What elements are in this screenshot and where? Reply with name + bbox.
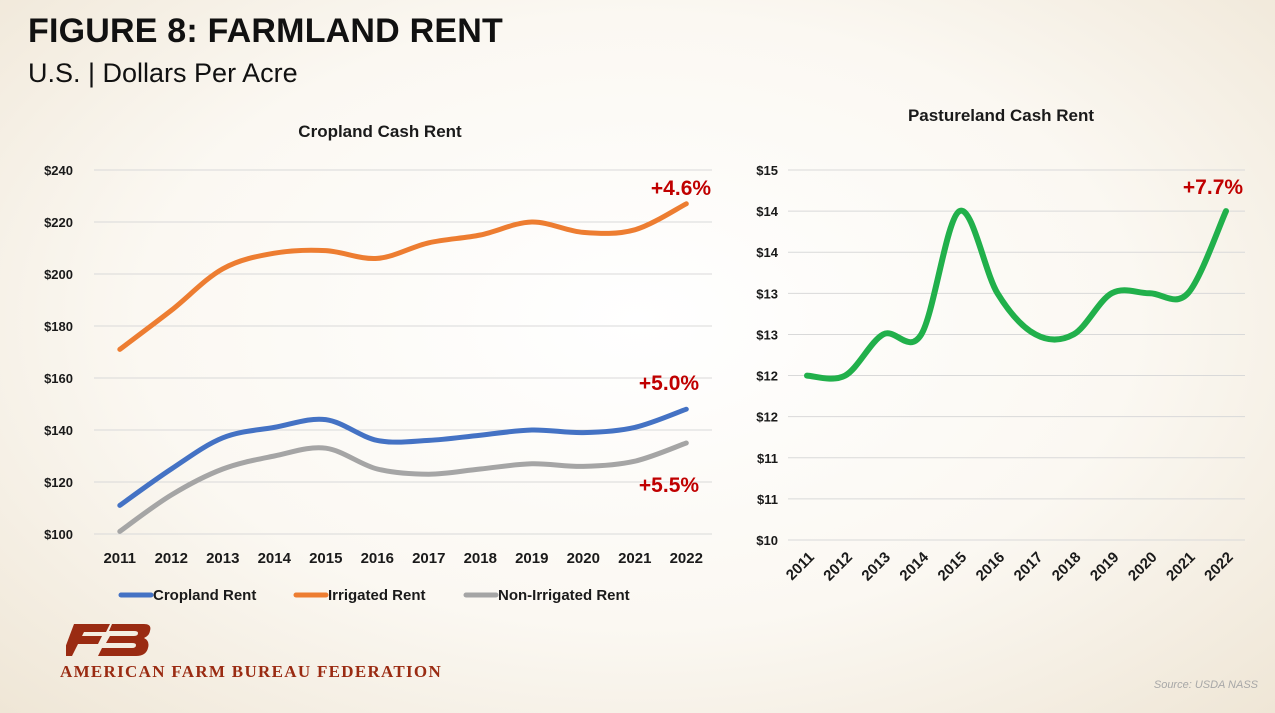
x-tick-label: 2014 (896, 548, 932, 584)
series-line (117, 201, 689, 352)
x-tick-label: 2022 (1201, 549, 1237, 585)
y-tick-label: $120 (44, 475, 73, 490)
pastureland-x-axis: 2011 2012 2013 2014 2015 2016 2017 2018 2019 2020… (783, 548, 1237, 584)
x-tick-label: 2020 (1125, 549, 1161, 585)
y-tick-label: $240 (44, 163, 73, 178)
x-tick-label: 2011 (783, 549, 818, 584)
x-tick-label: 2013 (206, 550, 239, 567)
y-tick-label: $14 (756, 204, 778, 219)
growth-annotation: +5.0% (639, 372, 699, 395)
page-subtitle: U.S. | Dollars Per Acre (28, 58, 298, 88)
x-tick-label: 2011 (103, 550, 136, 567)
y-tick-label: $100 (44, 527, 73, 542)
y-tick-label: $220 (44, 215, 73, 230)
growth-annotation: +4.6% (651, 177, 711, 200)
x-tick-label: 2016 (973, 549, 1009, 585)
y-tick-label: $160 (44, 371, 73, 386)
cropland-y-axis: $100 $120 $140 $160 $180 $200 $220 $240 (44, 163, 73, 542)
y-tick-label: $12 (756, 369, 778, 384)
pastureland-gridlines (788, 169, 1245, 541)
y-tick-label: $13 (756, 327, 778, 342)
y-tick-label: $200 (44, 267, 73, 282)
x-tick-label: 2019 (515, 550, 548, 567)
x-tick-label: 2014 (258, 550, 292, 567)
y-tick-label: $11 (757, 451, 778, 466)
series-line (804, 208, 1229, 382)
x-tick-label: 2021 (1163, 549, 1199, 585)
cropland-gridlines (94, 169, 712, 535)
cropland-annotations: +4.6% +5.0% +5.5% (639, 177, 711, 497)
cropland-chart-title: Cropland Cash Rent (298, 122, 462, 141)
x-tick-label: 2017 (1011, 549, 1047, 585)
y-tick-label: $14 (756, 245, 778, 260)
farm-bureau-logo (66, 624, 151, 656)
y-tick-label: $140 (44, 423, 73, 438)
x-tick-label: 2016 (361, 550, 394, 567)
cropland-series (117, 201, 689, 534)
series-line (117, 440, 689, 534)
x-tick-label: 2012 (155, 550, 188, 567)
cropland-legend: Cropland Rent Irrigated Rent Non-Irrigated… (118, 587, 630, 604)
x-tick-label: 2019 (1087, 549, 1123, 585)
y-tick-label: $180 (44, 319, 73, 334)
y-tick-label: $11 (757, 492, 778, 507)
page-title: FIGURE 8: FARMLAND RENT (28, 12, 503, 50)
x-tick-label: 2022 (670, 550, 703, 567)
pastureland-series (804, 208, 1229, 382)
pastureland-cash-rent-chart: Pastureland Cash Rent $10 $11 $11 $12 $12 $13… (756, 106, 1245, 584)
y-tick-label: $13 (756, 286, 778, 301)
y-tick-label: $10 (756, 533, 778, 548)
x-tick-label: 2018 (464, 550, 497, 567)
x-tick-label: 2012 (820, 549, 856, 585)
x-tick-label: 2017 (412, 550, 445, 567)
pastureland-annotations: +7.7% (1183, 176, 1243, 199)
growth-annotation: +7.7% (1183, 176, 1243, 199)
cropland-x-axis: 2011 2012 2013 2014 2015 2016 2017 2018 2019 2020… (103, 550, 702, 567)
cropland-cash-rent-chart: Cropland Cash Rent $100$120$140$160$180$… (44, 122, 712, 604)
organization-name: AMERICAN FARM BUREAU FEDERATION (60, 662, 443, 681)
x-tick-label: 2018 (1049, 549, 1085, 585)
source-note: Source: USDA NASS (1153, 679, 1258, 691)
legend-label: Non-Irrigated Rent (498, 587, 630, 604)
y-tick-label: $12 (756, 410, 778, 425)
x-tick-label: 2013 (858, 549, 894, 585)
x-tick-label: 2015 (935, 549, 971, 585)
x-tick-label: 2020 (567, 550, 600, 567)
y-tick-label: $15 (756, 163, 778, 178)
growth-annotation: +5.5% (639, 474, 699, 497)
legend-label: Irrigated Rent (328, 587, 426, 604)
series-line (117, 406, 689, 508)
pastureland-y-axis: $10 $11 $11 $12 $12 $13 $13 $14 $14 $15 (756, 163, 778, 548)
x-tick-label: 2015 (309, 550, 342, 567)
pastureland-chart-title: Pastureland Cash Rent (908, 106, 1094, 125)
legend-label: Cropland Rent (153, 587, 256, 604)
x-tick-label: 2021 (618, 550, 651, 567)
